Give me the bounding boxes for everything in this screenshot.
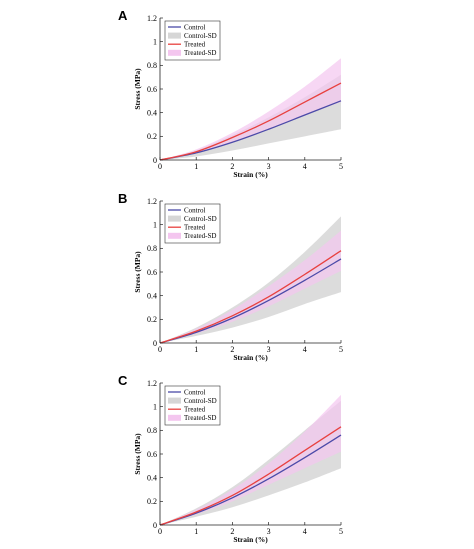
legend-label-treated: Treated bbox=[184, 41, 206, 49]
panel-label: C bbox=[118, 373, 128, 388]
y-tick-label: 1 bbox=[153, 402, 157, 411]
x-tick-label: 2 bbox=[230, 162, 234, 171]
series-line-control bbox=[159, 434, 342, 526]
series-band-treated-sd bbox=[160, 230, 341, 343]
y-tick-label: 0 bbox=[153, 156, 157, 165]
y-tick-label: 0.8 bbox=[147, 244, 157, 253]
y-tick-label: 0.8 bbox=[147, 426, 157, 435]
x-tick-label: 1 bbox=[194, 345, 198, 354]
y-axis-title: Stress (MPa) bbox=[133, 433, 142, 475]
x-tick-label: 0 bbox=[158, 527, 162, 536]
legend-label-control: Control bbox=[184, 388, 205, 396]
chart-panel-a: A 0 0.2 0.4 0.6 0.8 1 1.2 0 1 2 3 4 5 Strain (%) Stress… bbox=[118, 8, 343, 179]
legend-label-treated-sd: Treated-SD bbox=[184, 49, 216, 57]
series-line-treated bbox=[159, 426, 342, 526]
legend-label-treated: Treated bbox=[184, 406, 206, 414]
x-tick-label: 0 bbox=[158, 162, 162, 171]
x-tick-label: 3 bbox=[267, 345, 271, 354]
legend-label-control-sd: Control-SD bbox=[184, 397, 217, 405]
x-tick-label: 3 bbox=[267, 162, 271, 171]
legend-label-treated-sd: Treated-SD bbox=[184, 232, 216, 240]
series-band-control-sd bbox=[160, 74, 341, 160]
y-tick-label: 0.2 bbox=[147, 315, 157, 324]
legend-swatch-treated-sd bbox=[168, 232, 181, 239]
legend-label-treated-sd: Treated-SD bbox=[184, 414, 216, 422]
series-line-treated bbox=[159, 250, 342, 344]
chart-panel-c: C 0 0.2 0.4 0.6 0.8 1 1.2 0 1 2 3 4 5 Strain (%) Stress… bbox=[118, 373, 343, 544]
y-axis-title: Stress (MPa) bbox=[133, 68, 142, 110]
y-tick-label: 1.2 bbox=[147, 197, 157, 206]
x-tick-label: 4 bbox=[303, 527, 307, 536]
y-tick-label: 0.4 bbox=[147, 108, 157, 117]
panel-label: A bbox=[118, 8, 128, 23]
series-line-treated bbox=[159, 82, 342, 161]
y-tick-label: 1 bbox=[153, 37, 157, 46]
y-tick-label: 0 bbox=[153, 339, 157, 348]
x-axis-title: Strain (%) bbox=[233, 353, 268, 362]
y-tick-label: 1 bbox=[153, 220, 157, 229]
legend-swatch-control-sd bbox=[168, 32, 181, 39]
x-tick-label: 1 bbox=[194, 527, 198, 536]
series-line-control bbox=[159, 258, 342, 344]
y-tick-label: 0.6 bbox=[147, 268, 157, 277]
x-axis-title: Strain (%) bbox=[233, 170, 268, 179]
y-tick-label: 0.8 bbox=[147, 61, 157, 70]
x-tick-label: 2 bbox=[230, 527, 234, 536]
legend-label-control-sd: Control-SD bbox=[184, 215, 217, 223]
legend-label-control: Control bbox=[184, 206, 205, 214]
legend-label-treated: Treated bbox=[184, 224, 206, 232]
y-axis-title: Stress (MPa) bbox=[133, 251, 142, 293]
y-tick-label: 0.4 bbox=[147, 291, 157, 300]
y-tick-label: 0.2 bbox=[147, 132, 157, 141]
y-tick-label: 0.4 bbox=[147, 473, 157, 482]
chart-panel-b: B 0 0.2 0.4 0.6 0.8 1 1.2 0 1 2 3 4 5 Strain (%) Stress… bbox=[118, 191, 343, 362]
y-tick-label: 1.2 bbox=[147, 379, 157, 388]
x-tick-label: 4 bbox=[303, 345, 307, 354]
x-tick-label: 5 bbox=[339, 162, 343, 171]
x-tick-label: 4 bbox=[303, 162, 307, 171]
x-tick-label: 5 bbox=[339, 527, 343, 536]
legend-swatch-control-sd bbox=[168, 397, 181, 404]
legend-swatch-treated-sd bbox=[168, 414, 181, 421]
x-axis-title: Strain (%) bbox=[233, 535, 268, 544]
y-tick-label: 0 bbox=[153, 521, 157, 530]
legend-swatch-treated-sd bbox=[168, 49, 181, 56]
legend-label-control: Control bbox=[184, 23, 205, 31]
y-tick-label: 0.6 bbox=[147, 85, 157, 94]
x-tick-label: 3 bbox=[267, 527, 271, 536]
y-tick-label: 1.2 bbox=[147, 14, 157, 23]
x-tick-label: 0 bbox=[158, 345, 162, 354]
panel-label: B bbox=[118, 191, 127, 206]
series-band-treated-sd bbox=[160, 58, 341, 161]
y-tick-label: 0.2 bbox=[147, 497, 157, 506]
x-tick-label: 2 bbox=[230, 345, 234, 354]
legend-label-control-sd: Control-SD bbox=[184, 32, 217, 40]
y-tick-label: 0.6 bbox=[147, 450, 157, 459]
legend-swatch-control-sd bbox=[168, 215, 181, 222]
x-tick-label: 5 bbox=[339, 345, 343, 354]
series-line-control bbox=[159, 100, 342, 161]
series-band-treated-sd bbox=[160, 394, 341, 525]
x-tick-label: 1 bbox=[194, 162, 198, 171]
